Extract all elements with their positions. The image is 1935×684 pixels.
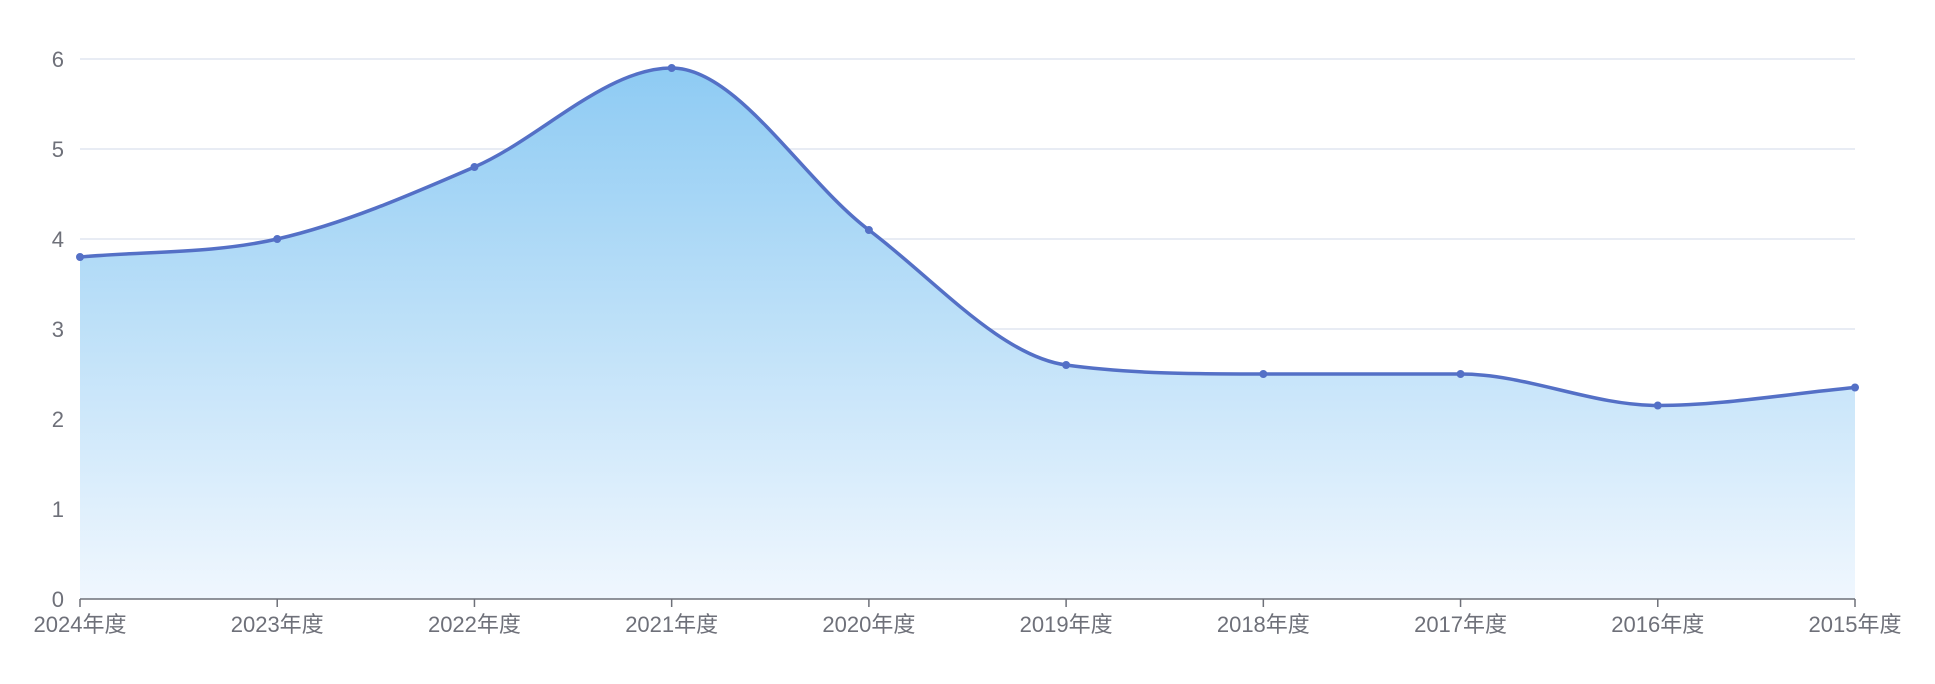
y-tick-label: 0 bbox=[52, 587, 64, 612]
data-point[interactable] bbox=[1653, 401, 1662, 410]
x-tick-label: 2021年度 bbox=[625, 612, 718, 637]
area-fill-layer bbox=[80, 68, 1855, 599]
y-tick-label: 6 bbox=[52, 47, 64, 72]
data-point[interactable] bbox=[1259, 370, 1268, 378]
data-point[interactable] bbox=[1456, 370, 1465, 378]
x-tick-label: 2020年度 bbox=[822, 612, 915, 637]
tick-labels: 0 1 2 3 4 5 6 2024年度 2023年度 2022年度 2021年度 2020年度 201… bbox=[34, 47, 1902, 637]
x-tick-label: 2018年度 bbox=[1217, 612, 1310, 637]
series-line bbox=[79, 66, 1856, 408]
x-tick-label: 2016年度 bbox=[1611, 612, 1704, 637]
x-tick-label: 2022年度 bbox=[428, 612, 521, 637]
series-line-layer bbox=[79, 66, 1856, 408]
data-point[interactable] bbox=[1851, 383, 1859, 392]
data-points bbox=[76, 64, 1859, 410]
axes bbox=[79, 598, 1856, 607]
y-tick-label: 1 bbox=[52, 497, 64, 522]
data-point[interactable] bbox=[667, 64, 676, 72]
x-tick-label: 2015年度 bbox=[1809, 612, 1902, 637]
area-fill bbox=[80, 68, 1855, 599]
data-point[interactable] bbox=[470, 163, 479, 171]
x-tick-label: 2023年度 bbox=[231, 612, 324, 637]
data-point[interactable] bbox=[864, 226, 873, 234]
data-point[interactable] bbox=[76, 253, 84, 261]
x-tick-label: 2019年度 bbox=[1020, 612, 1113, 637]
y-tick-label: 5 bbox=[52, 137, 64, 162]
y-tick-label: 4 bbox=[52, 227, 64, 252]
data-point[interactable] bbox=[1062, 361, 1071, 369]
y-tick-label: 3 bbox=[52, 317, 64, 342]
x-tick-label: 2017年度 bbox=[1414, 612, 1507, 637]
y-tick-label: 2 bbox=[52, 407, 64, 432]
data-point[interactable] bbox=[273, 235, 282, 243]
x-tick-label: 2024年度 bbox=[34, 612, 127, 637]
